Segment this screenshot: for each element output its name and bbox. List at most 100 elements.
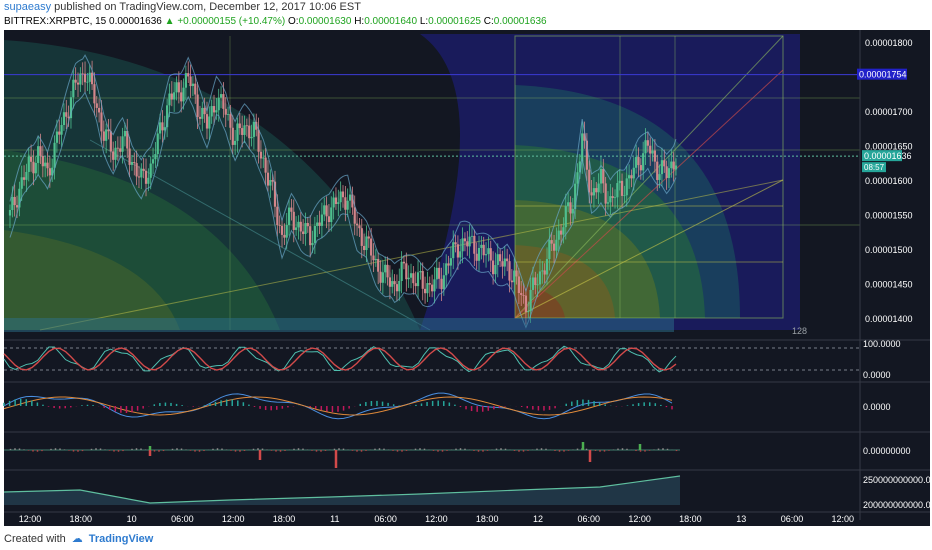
candle-body (222, 94, 225, 109)
candle-body (531, 277, 535, 290)
time-tick: 12:00 (222, 514, 245, 524)
candle-body (517, 276, 520, 294)
candle-body (100, 112, 103, 132)
tradingview-brand[interactable]: TradingView (88, 532, 154, 545)
candle-body (266, 172, 270, 186)
candle-body (578, 161, 581, 173)
time-tick: 06:00 (374, 514, 397, 524)
candle-body (595, 188, 598, 193)
up-arrow-icon: ▲ (164, 16, 175, 27)
candle-body (144, 170, 148, 184)
candle-body (15, 205, 19, 208)
candle-body (494, 265, 497, 275)
cum-tick-200: 200000000000.0000 (863, 500, 932, 510)
candle-body (665, 166, 668, 179)
candle-body (236, 123, 239, 141)
fib-arc-right-2 (515, 85, 740, 318)
time-tick: 12:00 (19, 514, 42, 524)
candle-body (299, 221, 302, 232)
candle-body (58, 131, 61, 135)
fib-arc-inner-left (4, 230, 180, 330)
candle-body (473, 235, 476, 254)
candle-body (67, 116, 70, 119)
gann-line-3 (514, 69, 784, 319)
candle-body (212, 106, 216, 113)
candle-body (234, 140, 237, 145)
candle-body (543, 270, 546, 275)
candle-body (658, 174, 661, 180)
candle-body (423, 288, 427, 294)
candle-body (37, 146, 40, 163)
candle-body (130, 162, 134, 165)
candle-body (27, 156, 30, 172)
candle-body (22, 177, 26, 180)
blue-level-badge (857, 68, 907, 80)
candle-body (536, 284, 539, 286)
footer: Created with ☁ TradingView (4, 532, 154, 546)
candle-body (196, 94, 199, 117)
bollinger-upper (9, 54, 677, 293)
candle-body (372, 255, 375, 261)
high-value: 0.00001640 (364, 16, 418, 27)
candle-body (93, 84, 96, 104)
candle-body (128, 148, 131, 165)
candle-body (381, 272, 384, 283)
candle-body (105, 129, 108, 141)
candle-body (229, 114, 232, 128)
candle-body (463, 238, 467, 242)
candle-body (219, 94, 223, 98)
candle-body (402, 261, 406, 264)
candle-body (433, 279, 436, 292)
candle-body (569, 202, 572, 214)
published-text: published on TradingView.com, December 1… (54, 1, 361, 13)
candle-body (109, 131, 112, 152)
change-value: +0.00000155 (+10.47%) (177, 16, 286, 27)
candle-body (567, 202, 570, 207)
drawing-layer (4, 34, 860, 331)
candle-body (18, 188, 21, 208)
candle-body (384, 264, 387, 273)
candle-body (416, 272, 420, 287)
candle-body (243, 125, 246, 135)
candle-body (670, 161, 673, 169)
candle-body (391, 281, 394, 287)
candle-body (166, 105, 169, 128)
candle-body (332, 197, 335, 208)
candle-body (672, 161, 675, 170)
candle-body (318, 222, 321, 226)
candle-body (30, 156, 33, 162)
candle-body (630, 175, 633, 179)
candle-body (370, 238, 373, 256)
candle-body (107, 129, 110, 132)
candle-body (262, 157, 265, 159)
stoch-tick-0: 0.0000 (863, 370, 891, 380)
candle-body (606, 202, 610, 204)
candle-body (76, 82, 80, 85)
candle-body (41, 155, 44, 167)
candle-body (431, 284, 434, 292)
candle-body (623, 195, 626, 197)
candle-body (32, 161, 35, 174)
time-tick: 12:00 (628, 514, 651, 524)
candle-body (466, 241, 469, 247)
author-link[interactable]: supaeasy (4, 1, 52, 13)
candle-body (635, 157, 638, 168)
candle-body (48, 168, 51, 176)
candle-body (34, 162, 37, 174)
candle-body (269, 180, 272, 186)
candle-body (309, 226, 312, 246)
candle-body (20, 177, 23, 189)
last-price: 0.00001636 (109, 16, 162, 27)
candle-body (287, 207, 291, 226)
candle-body (283, 234, 286, 238)
time-tick: 06:00 (578, 514, 601, 524)
candle-body (602, 168, 605, 184)
candle-body (419, 271, 422, 273)
candle-body (571, 208, 574, 214)
open-value: 0.00001630 (298, 16, 352, 27)
candle-body (637, 157, 640, 166)
candle-body (363, 245, 366, 251)
candle-body (480, 244, 483, 248)
candle-body (311, 243, 314, 246)
